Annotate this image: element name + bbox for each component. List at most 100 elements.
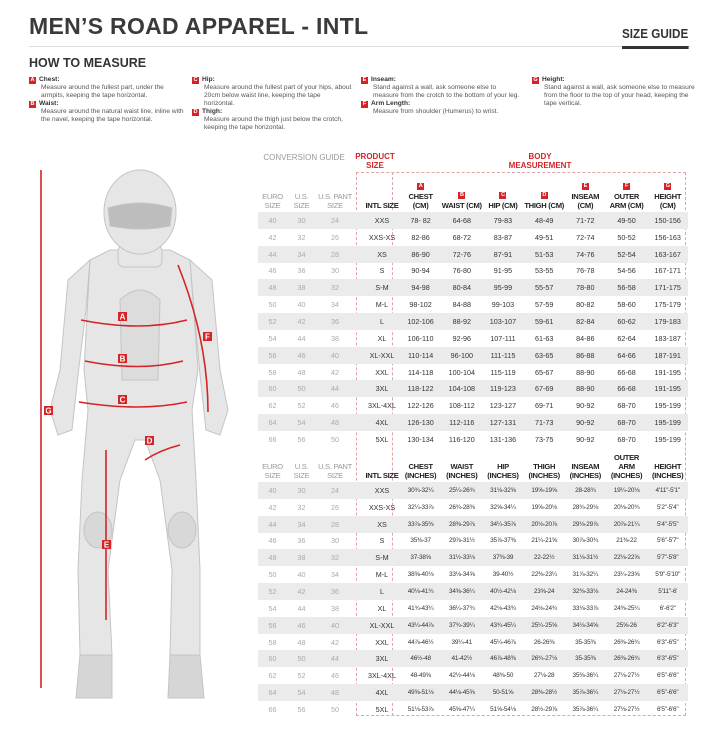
measurement-cell: 49-50 xyxy=(617,215,636,225)
conversion-cell: 64 xyxy=(268,688,277,698)
table-row: 58 48 42 XXL 114-118 100-104 115-119 65-67 88-90… xyxy=(258,364,688,381)
conversion-cell: 34 xyxy=(331,300,339,310)
measurement-cell: 27⅛-27½ xyxy=(613,705,640,713)
measurement-cell: 71-72 xyxy=(576,215,595,225)
measurement-cell: 34⅝-36¼ xyxy=(448,587,475,595)
instruction-text: Measure around the thigh just below the … xyxy=(204,116,343,131)
conversion-cell: 34 xyxy=(297,519,306,529)
measurement-cell: 84-86 xyxy=(576,333,595,343)
conversion-cell: 36 xyxy=(331,586,339,596)
instruction-column: E Inseam: Stand against a wall, ask someon… xyxy=(361,76,521,116)
measurement-cell: 33⅛-33⅞ xyxy=(572,604,599,612)
measurement-lines xyxy=(40,170,209,688)
instruction-label: Hip: xyxy=(202,76,215,83)
measurement-cell: 87-91 xyxy=(493,249,513,259)
measurement-cell: 72-74 xyxy=(576,232,595,242)
conversion-cell: 46 xyxy=(297,620,306,630)
intl-size-cell: L xyxy=(380,316,384,326)
measurement-cell: 36¼-37¾ xyxy=(448,604,475,612)
conversion-header: U.S. SIZE xyxy=(293,462,310,480)
measurement-cell: 35-35⅜ xyxy=(575,655,596,663)
conversion-cell: 24 xyxy=(331,485,339,495)
measurement-cell: 35⅞-36¼ xyxy=(572,689,599,697)
instruction-text: Measure around the fullest part, under t… xyxy=(41,84,164,99)
measurement-cell: 22-22½ xyxy=(533,554,555,562)
conversion-cell: 48 xyxy=(297,367,306,377)
conversion-cell: 42 xyxy=(268,232,277,242)
conversion-cell: 38 xyxy=(297,553,306,563)
conversion-cell: 48 xyxy=(331,418,339,428)
conversion-cell: 36 xyxy=(331,316,339,326)
conversion-cell: 44 xyxy=(331,654,339,664)
rider-silhouette xyxy=(49,169,229,699)
measurement-cell: 20⅞-21¼ xyxy=(613,520,640,528)
measurement-cell: 68-72 xyxy=(452,232,471,242)
measurement-cell: 19⅝-20⅛ xyxy=(531,503,557,511)
table-row: 66 56 50 5XL 130-134 116-120 131-136 73-75 90-92… xyxy=(258,431,688,448)
measurement-cell: 100-104 xyxy=(448,367,475,377)
measurement-header: D THIGH (CM) xyxy=(524,189,565,210)
measurement-cell: 28-28¾ xyxy=(575,486,596,494)
measurement-cell: 27⅛-28 xyxy=(533,672,555,680)
measurement-cell: 25⅝-26 xyxy=(616,621,637,629)
conversion-cell: 34 xyxy=(331,570,339,580)
measurement-header: CHEST (INCHES) xyxy=(400,462,441,480)
conversion-cell: 62 xyxy=(268,401,277,411)
size-guide-tab[interactable]: SIZE GUIDE xyxy=(622,26,689,49)
conversion-cell: 28 xyxy=(331,249,339,259)
conversion-cell: 46 xyxy=(268,536,277,546)
measurement-cell: 80-84 xyxy=(452,283,471,293)
measurement-cell: 175-179 xyxy=(654,300,681,310)
measurement-cell: 6'2"-6'3" xyxy=(656,621,679,629)
measurement-cell: 126-130 xyxy=(407,418,434,428)
measurement-cell: 32⅜-33⅛ xyxy=(572,587,599,595)
measurement-cell: 76-78 xyxy=(576,266,595,276)
measurement-cell: 195-199 xyxy=(654,401,681,411)
header-label: WAIST (INCHES) xyxy=(446,462,478,480)
instruction-chest: A Chest: Measure around the fullest part, … xyxy=(29,76,184,100)
measurement-cell: 65-67 xyxy=(534,367,554,377)
instruction-text: Stand against a wall, ask someone else t… xyxy=(544,84,695,107)
conversion-cell: 56 xyxy=(268,620,277,630)
table-row: 64 54 48 4XL 49⅝-51⅛ 44⅛-45⅝ 50-51⅝ 28⅜-28½ 35⅞-… xyxy=(258,684,688,701)
conversion-header: U.S. SIZE xyxy=(293,192,310,210)
intl-size-cell: XXL xyxy=(375,637,389,647)
measurement-cell: 60-62 xyxy=(617,316,636,326)
measurement-cell: 67-69 xyxy=(534,384,554,394)
conversion-cell: 38 xyxy=(331,603,339,613)
measurement-cell: 98-102 xyxy=(409,300,432,310)
measurement-cell: 102-106 xyxy=(407,316,434,326)
measurement-cell: 37¾-39¼ xyxy=(448,621,475,629)
measurement-cell: 44⅛-45⅝ xyxy=(448,689,475,697)
intl-size-cell: S xyxy=(379,536,385,546)
instruction-text: Measure around the fullest part of your … xyxy=(204,84,352,107)
header-label: CHEST (CM) xyxy=(408,192,433,210)
measurement-cell: 51⅛-53⅞ xyxy=(407,705,434,713)
measurement-cell: 42⅛-43¾ xyxy=(490,604,516,612)
measurement-cell: 119-123 xyxy=(490,384,516,394)
measurement-cell: 179-183 xyxy=(654,316,681,326)
measurement-cell: 131-136 xyxy=(489,434,517,444)
conversion-cell: 66 xyxy=(268,434,277,444)
conversion-cell: 48 xyxy=(268,553,277,563)
intl-size-cell: 4XL xyxy=(375,688,389,698)
measurement-cell: 40½-42⅛ xyxy=(490,587,516,595)
measurement-cell: 76-80 xyxy=(452,266,471,276)
header-label: THIGH (INCHES) xyxy=(528,462,560,480)
conversion-cell: 44 xyxy=(297,333,306,343)
measurement-cell: 49⅝-51⅛ xyxy=(407,689,434,697)
measurement-cell: 64-66 xyxy=(617,350,636,360)
measurement-cell: 73-75 xyxy=(534,434,554,444)
conversion-cell: 40 xyxy=(331,350,339,360)
table-row: 62 52 46 3XL-4XL 48-49⅝ 42½-44⅛ 48⅜-50 27⅛-28 35… xyxy=(258,667,688,684)
header-label: THIGH (CM) xyxy=(524,201,564,210)
measurement-cell: 78-80 xyxy=(576,283,595,293)
measurement-cell: 41-42½ xyxy=(451,655,473,663)
measurement-cell: 122-126 xyxy=(407,401,434,411)
conversion-header: EURO SIZE xyxy=(262,462,283,480)
label-e: E xyxy=(104,541,110,550)
measurement-cell: 82-86 xyxy=(411,232,430,242)
measurement-cell: 54-56 xyxy=(617,266,636,276)
conversion-cell: 46 xyxy=(268,266,277,276)
conversion-cell: 50 xyxy=(331,434,339,444)
